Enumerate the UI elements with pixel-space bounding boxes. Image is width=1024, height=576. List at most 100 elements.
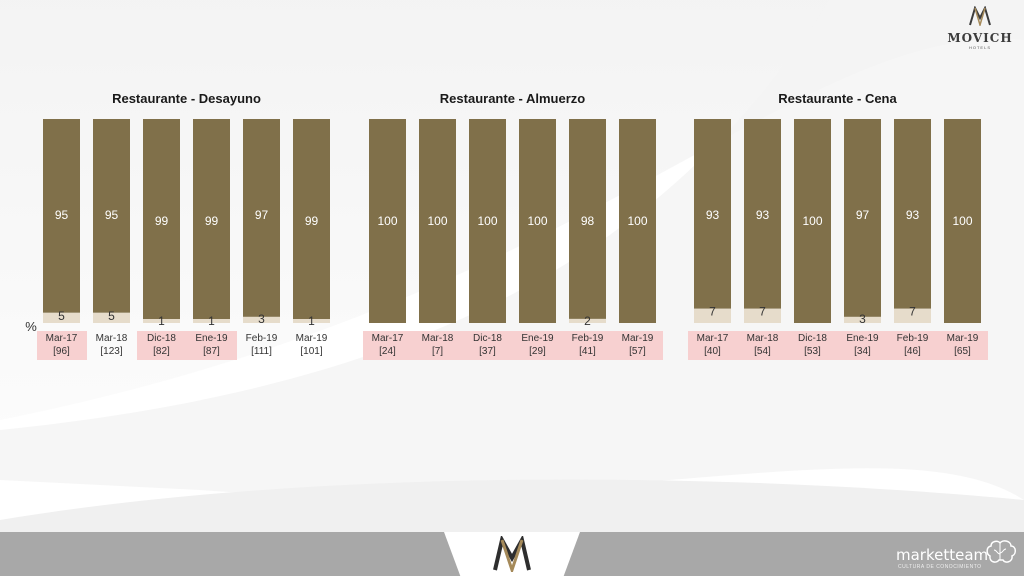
bar-value-label: 99 (305, 214, 319, 228)
base-count-label: [41] (579, 346, 596, 357)
base-count-label: [53] (804, 346, 821, 357)
bar-top-segment (519, 119, 556, 323)
category-label: Mar-17 (372, 333, 404, 344)
category-label: Mar-19 (622, 333, 654, 344)
bar-value-label: 95 (105, 208, 119, 222)
category-label: Mar-19 (296, 333, 328, 344)
bar-value-label: 99 (155, 214, 169, 228)
movich-m-icon (493, 536, 531, 572)
label-highlight (513, 331, 563, 360)
category-label: Dic-18 (147, 333, 176, 344)
bar-value-label: 100 (802, 214, 822, 228)
base-count-label: [101] (300, 346, 322, 357)
base-count-label: [82] (153, 346, 170, 357)
label-highlight (938, 331, 988, 360)
label-highlight (413, 331, 463, 360)
marketteam-logo: marketteam (896, 546, 989, 564)
base-count-label: [40] (704, 346, 721, 357)
bar-bottom-segment (744, 308, 781, 323)
bar-top-segment (193, 119, 230, 319)
bar-top-segment (469, 119, 506, 323)
bar-bottom-segment (844, 316, 881, 323)
bar-value-label: 100 (527, 214, 547, 228)
base-count-label: [34] (854, 346, 871, 357)
base-count-label: [57] (629, 346, 646, 357)
category-label: Mar-17 (46, 333, 78, 344)
label-highlight (137, 331, 187, 360)
base-count-label: [96] (53, 346, 70, 357)
bar-top-segment (369, 119, 406, 323)
bar-bottom-segment (193, 319, 230, 323)
bar-value-label: 95 (55, 208, 69, 222)
bar-value-label: 100 (377, 214, 397, 228)
bar-top-segment (894, 119, 931, 309)
bar-bottom-segment (93, 312, 130, 323)
bar-bottom-segment (43, 312, 80, 323)
label-highlight (363, 331, 413, 360)
category-label: Ene-19 (195, 333, 228, 344)
category-label: Ene-19 (521, 333, 554, 344)
base-count-label: [24] (379, 346, 396, 357)
category-label: Mar-18 (422, 333, 454, 344)
category-label: Feb-19 (897, 333, 929, 344)
base-count-label: [46] (904, 346, 921, 357)
bar-top-segment (243, 119, 280, 317)
movich-emblem-icon (969, 5, 991, 28)
category-label: Feb-19 (246, 333, 278, 344)
bar-value-label: 97 (856, 208, 870, 222)
bar-top-segment (744, 119, 781, 309)
label-highlight (187, 331, 237, 360)
bar-value-label: 100 (427, 214, 447, 228)
bar-top-segment (419, 119, 456, 323)
bar-value-label: 100 (952, 214, 972, 228)
bar-bottom-segment (894, 308, 931, 323)
label-highlight (563, 331, 613, 360)
bar-value-label: 100 (627, 214, 647, 228)
brand-name: MOVICH (947, 31, 1013, 45)
bar-bottom-value-label: 5 (58, 309, 65, 323)
bar-value-label: 93 (906, 208, 920, 222)
bar-bottom-value-label: 3 (258, 312, 265, 326)
percent-label: % (25, 319, 37, 334)
bar-top-segment (844, 119, 881, 317)
base-count-label: [111] (251, 346, 272, 357)
bar-top-segment (944, 119, 981, 323)
marketteam-tagline: CULTURA DE CONOCIMIENTO (898, 564, 982, 570)
bar-bottom-value-label: 7 (709, 305, 716, 319)
bar-bottom-segment (243, 316, 280, 323)
base-count-label: [65] (954, 346, 971, 357)
bar-bottom-value-label: 2 (584, 314, 591, 328)
movich-logo: MOVICH HOTELS (940, 5, 1020, 50)
base-count-label: [54] (754, 346, 771, 357)
bar-top-segment (569, 119, 606, 319)
category-label: Ene-19 (846, 333, 879, 344)
bar-bottom-segment (293, 319, 330, 323)
bar-value-label: 93 (756, 208, 770, 222)
base-count-label: [87] (203, 346, 220, 357)
bar-bottom-value-label: 7 (909, 305, 916, 319)
label-highlight (688, 331, 738, 360)
bar-bottom-value-label: 5 (108, 309, 115, 323)
footer-bar: marketteam CULTURA DE CONOCIMIENTO (0, 532, 1024, 576)
label-highlight (738, 331, 788, 360)
chart-title: Restaurante - Cena (778, 91, 897, 106)
base-count-label: [37] (479, 346, 496, 357)
bar-bottom-value-label: 1 (158, 314, 165, 328)
bar-bottom-value-label: 7 (759, 305, 766, 319)
chart-title: Restaurante - Desayuno (112, 91, 261, 106)
chart-area: % Restaurante - Desayuno 95 5 Mar-17 [96] 95 5 M… (25, 91, 988, 360)
label-highlight (788, 331, 838, 360)
label-highlight (613, 331, 663, 360)
bar-bottom-segment (694, 308, 731, 323)
bar-value-label: 93 (706, 208, 720, 222)
category-label: Mar-18 (747, 333, 779, 344)
bar-value-label: 100 (477, 214, 497, 228)
bar-bottom-segment (569, 318, 606, 323)
chart-title: Restaurante - Almuerzo (440, 91, 585, 106)
category-label: Mar-19 (947, 333, 979, 344)
label-highlight (888, 331, 938, 360)
label-highlight (838, 331, 888, 360)
bar-top-segment (43, 119, 80, 313)
category-label: Mar-18 (96, 333, 128, 344)
bar-top-segment (619, 119, 656, 323)
